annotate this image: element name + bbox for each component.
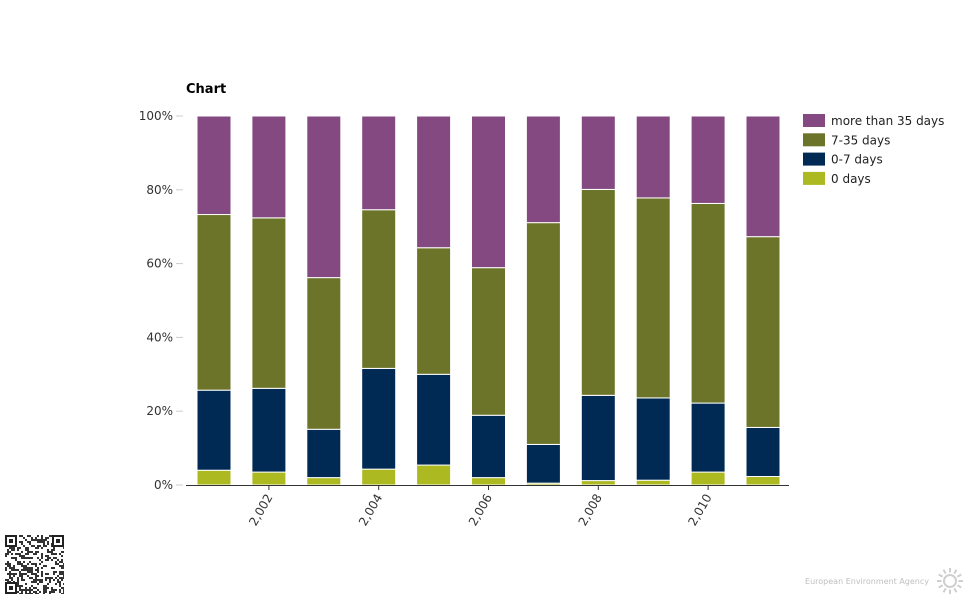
bar-segment: [471, 414, 506, 479]
bar-segment: [580, 188, 616, 396]
y-tick-label: 40%: [146, 330, 173, 344]
bar-segment: [635, 479, 671, 486]
bar-segment: [251, 115, 287, 219]
legend-swatch: [803, 171, 825, 185]
y-tick-label: 20%: [146, 404, 173, 418]
bar-segment: [635, 197, 671, 399]
bar-segment: [525, 115, 561, 224]
chart-title: Chart: [186, 82, 227, 97]
legend-label: 7-35 days: [831, 133, 890, 147]
bar-segment: [416, 464, 452, 486]
bar-segment: [196, 469, 232, 486]
bar-segment: [690, 471, 726, 486]
bar-segment: [745, 115, 781, 238]
publisher-label: European Environment Agency: [805, 576, 929, 586]
x-tick-label: 2,008: [576, 492, 605, 529]
bar-segment: [471, 267, 506, 416]
bar-segment: [690, 202, 726, 404]
bar-segment: [196, 214, 232, 391]
eea-sun-icon: [937, 568, 963, 594]
bar-segment: [635, 115, 671, 199]
bar-segment: [306, 277, 342, 430]
bar-segment: [416, 115, 452, 249]
bar-segment: [580, 115, 616, 190]
bars-layer: [196, 115, 781, 486]
bar-segment: [361, 209, 397, 369]
bar-segment: [745, 476, 781, 486]
bar-segment: [525, 443, 561, 484]
legend: more than 35 days 7-35 days 0-7 days 0 days: [803, 114, 944, 186]
y-tick-label: 0%: [154, 478, 173, 492]
bar-segment: [251, 387, 287, 473]
bar-segment: [580, 480, 616, 486]
y-axis: 0% 20% 40% 60% 80% 100%: [139, 109, 183, 492]
bar-segment: [251, 471, 287, 486]
y-tick-label: 100%: [139, 109, 173, 123]
legend-label: more than 35 days: [831, 114, 944, 128]
bar-segment: [251, 217, 287, 389]
bar-segment: [196, 115, 232, 216]
legend-label: 0 days: [831, 172, 871, 186]
bar-segment: [471, 115, 506, 269]
bar-segment: [525, 222, 561, 445]
bar-segment: [745, 426, 781, 478]
legend-swatch: [803, 133, 825, 147]
bar-segment: [690, 115, 726, 204]
x-tick-label: 2,002: [246, 492, 275, 529]
bar-segment: [196, 389, 232, 471]
bar-segment: [745, 236, 781, 428]
bar-segment: [306, 428, 342, 479]
legend-swatch: [803, 114, 825, 127]
y-tick-label: 80%: [146, 183, 173, 197]
qr-code-icon: [5, 535, 64, 594]
bar-segment: [361, 367, 397, 470]
bar-segment: [416, 247, 452, 375]
bar-segment: [471, 477, 506, 486]
x-tick-label: 2,010: [685, 492, 714, 529]
eea-logo: European Environment Agency: [805, 566, 965, 596]
bar-segment: [306, 115, 342, 279]
bar-segment: [690, 402, 726, 473]
bar-segment: [361, 115, 397, 211]
x-tick-label: 2,004: [356, 492, 385, 529]
bar-segment: [361, 468, 397, 486]
legend-swatch: [803, 152, 825, 166]
bar-segment: [306, 477, 342, 486]
x-axis: 2,002 2,004 2,006 2,008 2,010: [186, 485, 789, 528]
bar-segment: [635, 397, 671, 481]
x-tick-label: 2,006: [466, 492, 495, 529]
bar-segment: [416, 373, 452, 466]
y-tick-label: 60%: [146, 257, 173, 271]
bar-segment: [580, 394, 616, 482]
legend-label: 0-7 days: [831, 153, 883, 167]
